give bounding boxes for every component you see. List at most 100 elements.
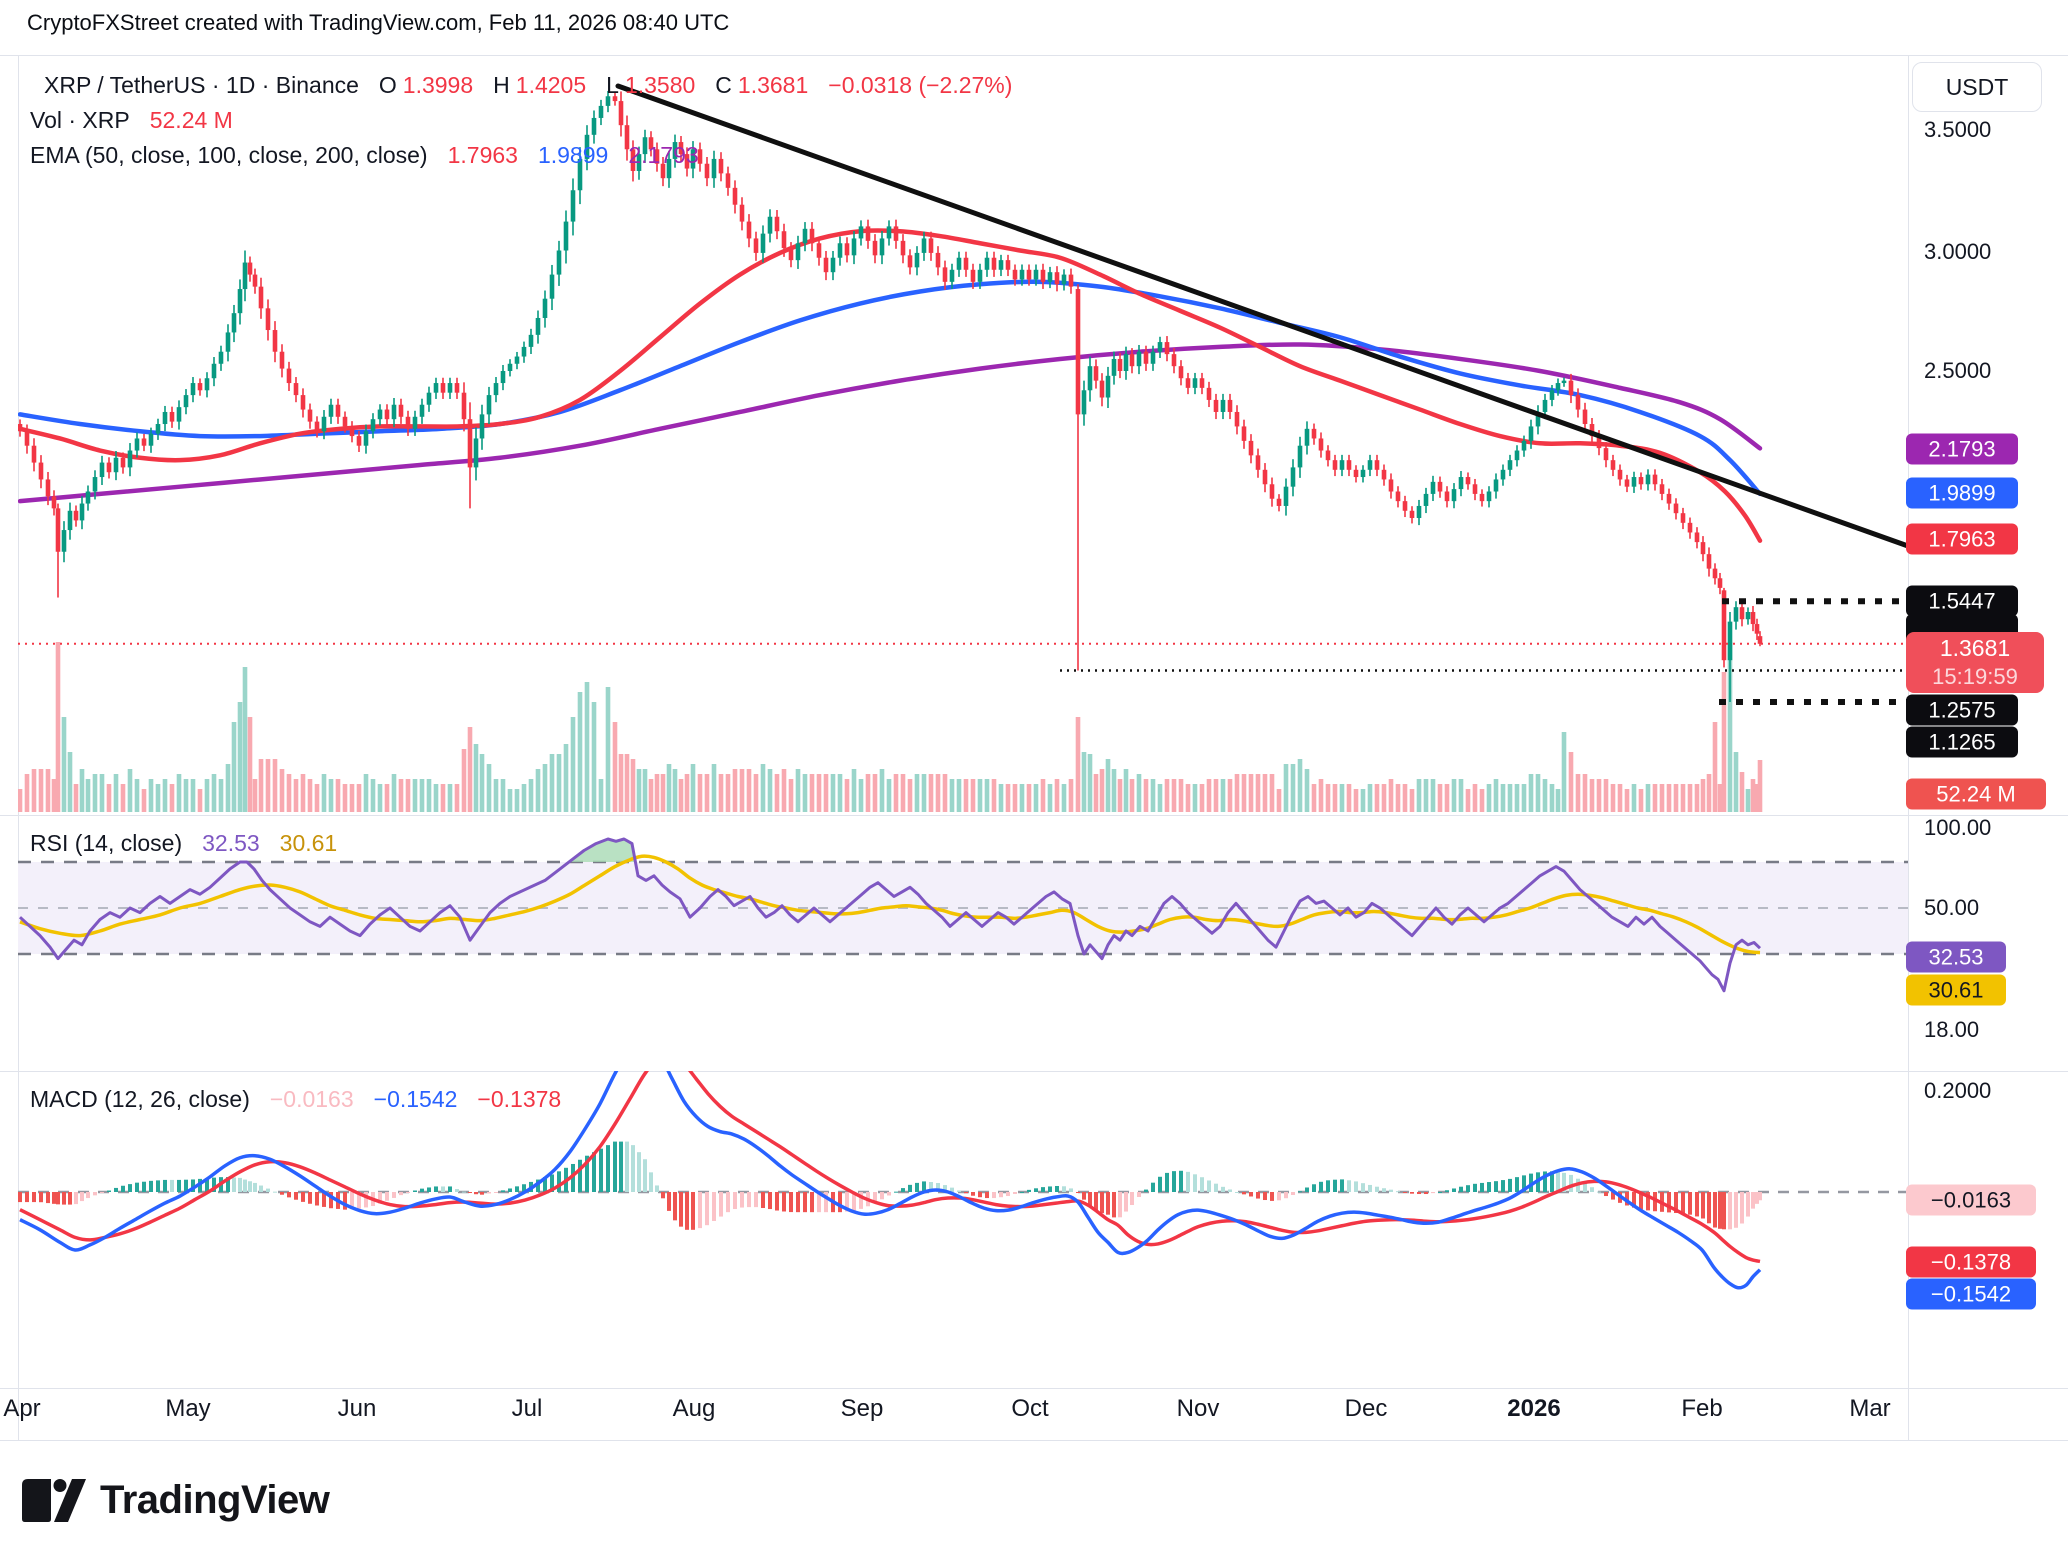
volume-bar [1423, 779, 1429, 812]
macd-histogram-bar [592, 1152, 596, 1192]
volume-bar [837, 774, 843, 812]
macd-histogram-bar [768, 1192, 772, 1210]
volume-legend-item: 52.24 M [149, 107, 233, 133]
macd-histogram-bar [273, 1191, 277, 1193]
tradingview-logo[interactable]: TradingView [22, 1478, 330, 1523]
candle-body [1638, 477, 1644, 485]
candle-body [514, 356, 520, 364]
volume-bar [1157, 784, 1163, 812]
candle-body [1381, 469, 1387, 480]
candle-body [1430, 481, 1436, 494]
candle-body [85, 491, 91, 504]
macd-histogram-bar [649, 1172, 653, 1192]
candle-body [92, 477, 98, 492]
volume-bar [711, 764, 717, 812]
symbol-legend[interactable]: XRP / TetherUS · 1D · Binance O 1.3998 H 1.4… [30, 72, 1018, 99]
price-rsi-separator[interactable] [0, 815, 2068, 816]
volume-bar [549, 754, 555, 812]
macd-histogram-bar [287, 1192, 291, 1198]
candle-body [335, 404, 341, 417]
volume-bar [1332, 784, 1338, 812]
candle-body [1136, 351, 1142, 367]
macd-histogram-bar [782, 1192, 786, 1212]
candle-body [605, 96, 611, 106]
volume-bar [605, 687, 611, 812]
macd-histogram-bar [462, 1191, 466, 1193]
rsi-macd-separator[interactable] [0, 1071, 2068, 1072]
candle-body [461, 392, 467, 420]
volume-bar [1026, 784, 1032, 812]
macd-signal-line [19, 1071, 1761, 1264]
macd-histogram-bar [399, 1192, 403, 1196]
macd-histogram-bar [474, 1192, 478, 1195]
ema-legend[interactable]: EMA (50, close, 100, close, 200, close) 1… [30, 142, 705, 169]
macd-pane[interactable] [18, 1071, 1908, 1388]
rsi-legend[interactable]: RSI (14, close) 32.53 30.61 [30, 830, 343, 857]
candle-body [391, 404, 397, 420]
volume-bar [570, 717, 576, 812]
ema200-line [18, 342, 1763, 504]
macd-histogram-bar [880, 1192, 884, 1200]
macd-histogram-bar [747, 1192, 751, 1208]
macd-histogram-bar [873, 1192, 877, 1204]
volume-bar [1521, 784, 1527, 812]
macd-histogram-bar [39, 1192, 43, 1203]
volume-bar [977, 779, 983, 812]
candle-body [252, 274, 258, 287]
macd-histogram-bar [1069, 1188, 1073, 1192]
macd-histogram-bar [824, 1192, 828, 1213]
volume-bar [265, 759, 271, 812]
macd-histogram-bar [1755, 1192, 1759, 1204]
volume-bar [51, 779, 57, 812]
macd-histogram-bar [1200, 1177, 1204, 1192]
candle-body [204, 378, 210, 391]
volume-bar [1047, 784, 1053, 812]
macd-histogram-bar [1445, 1190, 1449, 1192]
volume-bar [1733, 752, 1739, 812]
volume-bar [1610, 784, 1616, 812]
candle-body [660, 163, 666, 179]
macd-histogram-bar [1417, 1192, 1421, 1195]
macd-histogram-bar [1186, 1171, 1190, 1192]
symbol-legend-item: L [606, 72, 619, 98]
candle-body [237, 289, 243, 314]
candle-body [893, 226, 899, 241]
usdt-scale-button[interactable]: USDT [1912, 62, 2042, 112]
macd-histogram-bar [1270, 1192, 1274, 1201]
volume-bar [935, 774, 941, 812]
macd-legend[interactable]: MACD (12, 26, close) −0.0163 −0.1542 −0.137… [30, 1086, 567, 1113]
macd-histogram-bar [74, 1192, 78, 1205]
candle-body [1721, 590, 1727, 661]
candle-body [1171, 354, 1177, 367]
macd-histogram-bar [1284, 1192, 1288, 1199]
volume-bar [204, 779, 210, 812]
descending-trendline[interactable] [615, 83, 1908, 549]
macd-histogram-bar [1106, 1192, 1110, 1215]
macd-histogram-bar [1076, 1192, 1080, 1194]
candle-body [141, 438, 147, 446]
macd-histogram-bar [238, 1177, 242, 1192]
candle-body [356, 436, 362, 446]
macd-histogram-bar [978, 1192, 982, 1198]
macd-histogram-bar [1746, 1192, 1750, 1217]
candle-body [113, 457, 119, 473]
volume-bar [514, 789, 520, 812]
volume-bar [1542, 779, 1548, 812]
macd-histogram-bar [522, 1184, 526, 1192]
macd-histogram-bar [1707, 1192, 1711, 1224]
volume-bar [1339, 784, 1345, 812]
volume-legend[interactable]: Vol · XRP 52.24 M [30, 107, 239, 134]
price-pane[interactable] [18, 56, 1908, 815]
time-axis-label-Jul: Jul [511, 1395, 543, 1422]
candle-body [1596, 436, 1602, 449]
macd-histogram-bar [56, 1192, 60, 1205]
volume-bar [433, 784, 439, 812]
rsi-pane[interactable] [18, 815, 1908, 1071]
candle-body [1269, 484, 1275, 499]
candle-body [1659, 484, 1665, 494]
macd-histogram-bar [1473, 1183, 1477, 1192]
candle-body [1680, 513, 1686, 523]
candle-body [447, 383, 453, 393]
candle-body [704, 163, 710, 179]
axis-tick-label: 50.00 [1924, 895, 1980, 920]
